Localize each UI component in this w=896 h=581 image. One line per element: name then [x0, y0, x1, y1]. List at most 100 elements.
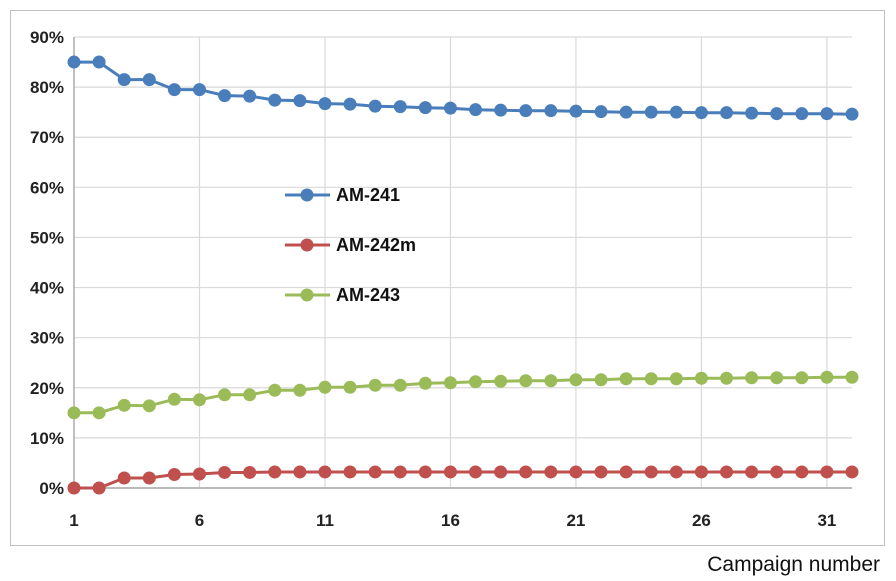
series-line-am-242m — [74, 470, 852, 490]
series-group — [67, 55, 859, 495]
legend-label-am-242m: AM-242m — [336, 235, 416, 255]
y-tick-label: 90% — [30, 28, 64, 47]
data-point-am-242m — [418, 465, 432, 479]
legend-marker-am-242m — [300, 238, 314, 252]
data-point-am-242m — [544, 465, 558, 479]
data-point-am-241 — [644, 105, 658, 119]
grid-lines — [73, 36, 852, 489]
data-point-am-242m — [218, 465, 232, 479]
data-point-am-243 — [418, 376, 432, 390]
data-point-am-241 — [343, 97, 357, 111]
y-tick-label: 30% — [30, 329, 64, 348]
data-point-am-243 — [192, 393, 206, 407]
data-point-am-243 — [795, 371, 809, 385]
data-point-am-241 — [795, 107, 809, 121]
x-tick-label: 1 — [69, 511, 78, 530]
x-tick-label: 16 — [441, 511, 460, 530]
legend-marker-am-243 — [300, 288, 314, 302]
data-point-am-243 — [268, 383, 282, 397]
data-point-am-242m — [117, 471, 131, 485]
data-point-am-241 — [820, 107, 834, 121]
legend-label-am-241: AM-241 — [336, 185, 400, 205]
data-point-am-241 — [368, 99, 382, 113]
data-point-am-242m — [694, 465, 708, 479]
y-axis-ticks: 0% 10% 20% 30% 40% 50% 60% 70% 80% 90% — [30, 28, 64, 498]
data-point-am-241 — [694, 106, 708, 120]
data-point-am-241 — [243, 89, 257, 103]
data-point-am-241 — [167, 83, 181, 97]
x-axis-ticks: 1 6 11 16 21 26 31 — [69, 511, 836, 530]
y-tick-label: 70% — [30, 128, 64, 147]
data-point-am-241 — [669, 105, 683, 119]
data-point-am-242m — [594, 465, 608, 479]
data-point-am-242m — [393, 465, 407, 479]
y-tick-label: 50% — [30, 228, 64, 247]
data-point-am-242m — [845, 465, 859, 479]
data-point-am-241 — [443, 101, 457, 115]
data-point-am-242m — [720, 465, 734, 479]
data-point-am-243 — [770, 371, 784, 385]
legend-marker-am-241 — [300, 188, 314, 202]
x-tick-label: 11 — [316, 511, 334, 530]
data-point-am-241 — [67, 55, 81, 69]
data-point-am-243 — [318, 380, 332, 394]
data-point-am-242m — [368, 465, 382, 479]
x-axis-label: Campaign number — [707, 553, 880, 576]
data-point-am-242m — [243, 465, 257, 479]
data-point-am-243 — [443, 376, 457, 390]
data-point-am-242m — [67, 481, 81, 495]
data-point-am-242m — [318, 465, 332, 479]
data-point-am-241 — [418, 101, 432, 115]
data-point-am-243 — [67, 406, 81, 420]
data-point-am-242m — [569, 465, 583, 479]
data-point-am-242m — [619, 465, 633, 479]
y-tick-label: 0% — [39, 479, 64, 498]
data-point-am-241 — [192, 83, 206, 97]
data-point-am-242m — [443, 465, 457, 479]
data-point-am-242m — [519, 465, 533, 479]
series-line-am-241 — [74, 60, 853, 116]
x-tick-label: 31 — [817, 511, 836, 530]
data-point-am-243 — [594, 373, 608, 387]
data-point-am-242m — [745, 465, 759, 479]
data-point-am-242m — [494, 465, 508, 479]
data-point-am-242m — [192, 467, 206, 481]
data-point-am-241 — [544, 104, 558, 118]
data-point-am-241 — [519, 104, 533, 118]
data-point-am-241 — [720, 106, 734, 120]
data-point-am-243 — [569, 373, 583, 387]
data-point-am-241 — [268, 93, 282, 107]
line-chart: 0%10%20%30%40%50%60%70%80%90% 1 6 11 16 21 26… — [30, 28, 859, 530]
data-point-am-241 — [619, 105, 633, 119]
data-point-am-243 — [92, 406, 106, 420]
data-point-am-242m — [669, 465, 683, 479]
y-tick-label: 10% — [30, 429, 64, 448]
data-point-am-242m — [820, 465, 834, 479]
data-point-am-243 — [619, 372, 633, 386]
y-tick-label: 40% — [30, 279, 64, 298]
data-point-am-243 — [142, 399, 156, 413]
data-point-am-243 — [720, 371, 734, 385]
y-tick-label: 60% — [30, 178, 64, 197]
data-point-am-241 — [745, 106, 759, 120]
data-point-am-243 — [644, 372, 658, 386]
x-tick-label: 26 — [692, 511, 711, 530]
y-tick-label: 20% — [30, 379, 64, 398]
data-point-am-242m — [469, 465, 483, 479]
y-tick-label: 80% — [30, 78, 64, 97]
data-point-am-243 — [494, 374, 508, 388]
chart-frame — [10, 10, 885, 546]
data-point-am-241 — [92, 55, 106, 69]
data-point-am-243 — [117, 398, 131, 412]
data-point-am-241 — [318, 97, 332, 111]
data-point-am-242m — [293, 465, 307, 479]
data-point-am-241 — [142, 73, 156, 87]
data-point-am-243 — [669, 372, 683, 386]
data-point-am-241 — [293, 94, 307, 108]
data-point-am-243 — [469, 375, 483, 389]
data-point-am-242m — [644, 465, 658, 479]
data-point-am-242m — [142, 471, 156, 485]
legend-label-am-243: AM-243 — [336, 285, 400, 305]
data-point-am-243 — [519, 374, 533, 388]
data-point-am-243 — [293, 383, 307, 397]
